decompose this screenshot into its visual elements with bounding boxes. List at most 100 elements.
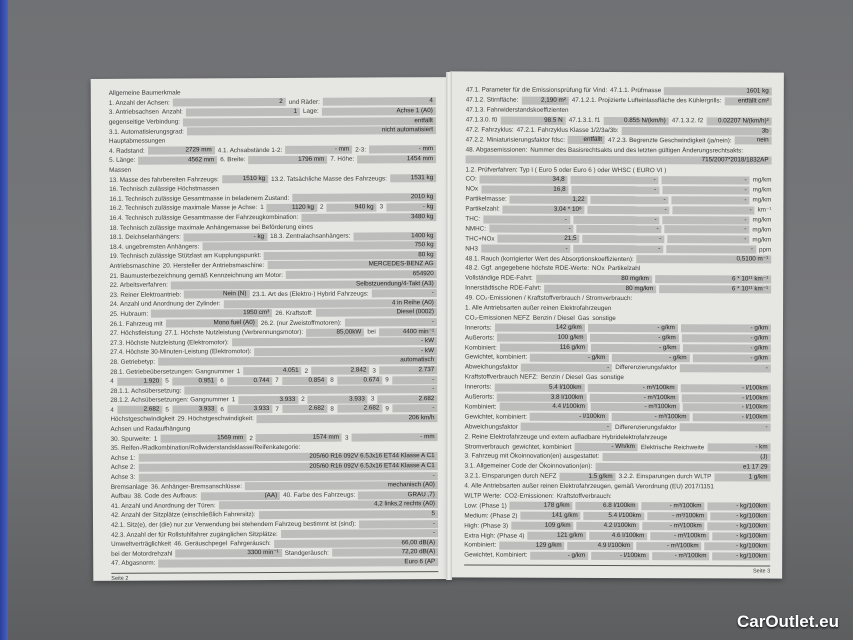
field-label: mg/km bbox=[752, 236, 772, 244]
field-label: 3.2.2. Einsparungen durch WLTP bbox=[618, 473, 712, 481]
field-label: 16.4. Technisch zulässige Gesamtmasse de… bbox=[109, 213, 299, 222]
field-label: 3.1. Automatisierungsgrad: bbox=[108, 128, 184, 136]
field-value: - bbox=[573, 245, 664, 254]
right-page-rows: 47.1. Parameter für die Emissionsprüfung… bbox=[464, 85, 772, 561]
field-value: 750 kg bbox=[202, 241, 437, 251]
field-value: - bbox=[662, 186, 750, 195]
field-value: 206 km/h bbox=[256, 414, 438, 424]
field-label: 47.1.3.0. f0 bbox=[465, 116, 498, 124]
field-value: entfällt bbox=[182, 116, 436, 127]
field-label: 18.1. Deichselanhängers: bbox=[109, 233, 181, 242]
field-label: 7 bbox=[275, 405, 279, 413]
field-value: (AA) bbox=[200, 491, 281, 501]
field-value: - kg/100km bbox=[707, 522, 771, 531]
field-label: 47.2.1. Fahrzyklus Klasse 1/2/3a/3b: bbox=[516, 126, 619, 135]
field-value: 4.9 l/100km bbox=[567, 541, 634, 550]
field-label: CO₂-Emissionen NEFZ bbox=[465, 314, 530, 322]
field-value: 4.4 l/100km bbox=[499, 403, 588, 412]
field-value: 1120 kg bbox=[266, 203, 318, 212]
field-label: Kraftstoffverbrauch NEFZ: bbox=[464, 373, 538, 381]
field-value: 21,5 bbox=[497, 234, 580, 244]
field-value: 1531 kg bbox=[389, 174, 437, 183]
field-value: - bbox=[661, 176, 750, 185]
field-value: 1400 kg bbox=[353, 231, 437, 241]
field-value: 0.855 N/(km/h) bbox=[603, 116, 669, 125]
field-label: 2 bbox=[304, 367, 309, 375]
field-value: - m³/100km bbox=[589, 393, 679, 402]
field-label: 19. Technisch zulässige Stützlast am Kup… bbox=[109, 252, 262, 261]
field-value: - bbox=[371, 289, 437, 298]
field-value: 1796 mm bbox=[248, 155, 328, 165]
field-value: - l/100km bbox=[529, 413, 609, 422]
field-value: 2729 mm bbox=[147, 146, 215, 155]
field-value: 109 g/km bbox=[511, 521, 574, 530]
field-label: Partikelzahl bbox=[607, 265, 641, 273]
field-label: 8 bbox=[330, 405, 334, 413]
field-label: Gewichtet, kombiniert: bbox=[464, 413, 527, 421]
field-value: e1 17 29 bbox=[595, 462, 771, 472]
field-value: 6 * 10¹¹ km⁻¹ bbox=[654, 274, 772, 284]
field-value: 4562 mm bbox=[138, 156, 218, 165]
field-label: NH3 bbox=[465, 245, 478, 253]
field-value: 4.2 l/100km bbox=[576, 521, 640, 531]
field-label: 1 bbox=[236, 367, 241, 375]
field-value: - bbox=[488, 224, 574, 234]
field-value: Diesel (0002) bbox=[315, 308, 437, 318]
field-value: 1569 mm bbox=[160, 434, 247, 443]
field-label: 16. Technisch zulässige Höchstmassen bbox=[109, 185, 220, 194]
field-value: 3480 kg bbox=[301, 212, 437, 222]
field-label: Benzin / Diesel bbox=[540, 374, 583, 382]
field-label: 41. Anzahl und Anordnung der Türen: bbox=[110, 502, 216, 510]
field-value: 4 bbox=[322, 97, 436, 107]
field-value: 4400 min⁻¹ bbox=[378, 327, 438, 337]
field-label: Nummer des Basisrechtsakts und des letzt… bbox=[530, 146, 744, 155]
field-label: 47.2. Fahrzyklus: bbox=[465, 126, 514, 134]
field-value: - g/km bbox=[530, 551, 589, 560]
field-label: Kombiniert: bbox=[464, 344, 497, 352]
field-label: 1.2. Prüfverfahren: Typ I ( Euro 5 oder … bbox=[465, 166, 667, 174]
field-label: Allgemeine Baumerkmale bbox=[108, 89, 181, 98]
field-value: MERCEDES-BENZ AG bbox=[267, 260, 437, 270]
field-label: 3 bbox=[344, 434, 349, 442]
field-value: (J) bbox=[602, 452, 771, 462]
field-label: 26.1. Fahrzeug mit bbox=[109, 320, 163, 328]
field-value: - bbox=[184, 385, 438, 395]
field-value: 1.920 bbox=[116, 377, 163, 386]
field-value: 98.5 N bbox=[500, 116, 566, 125]
field-value: 3.933 bbox=[238, 395, 299, 404]
field-label: Kraftstoffverbrauch: bbox=[556, 492, 612, 500]
field-label: 30. Spurweite: bbox=[110, 435, 151, 443]
field-value: - m³/100km bbox=[587, 383, 678, 392]
field-label: 27.4. Höchste 30-Minuten-Leistung (Elekt… bbox=[110, 348, 252, 357]
field-value: nicht automatisiert bbox=[186, 126, 436, 136]
field-value: - m³/100km bbox=[650, 532, 709, 541]
field-label: 38. Code des Aufbaus: bbox=[133, 492, 198, 500]
field-label: mg/km bbox=[752, 196, 772, 204]
field-label: THC: bbox=[465, 215, 481, 223]
field-label: mg/km bbox=[752, 176, 772, 184]
field-value: - g/km bbox=[692, 354, 771, 363]
field-label: 28.1.1. Achsübersetzung: bbox=[110, 387, 182, 395]
field-value: - kg/100km bbox=[712, 552, 771, 561]
field-label: 48.2. Ggf. angegebene höchste RDE-Werte: bbox=[465, 264, 590, 273]
field-label: Partikelzahl: bbox=[465, 205, 500, 213]
field-value: 80 mg/km bbox=[544, 284, 657, 293]
field-label: 25. Hubraum: bbox=[109, 310, 149, 318]
field-value: - m³/100km bbox=[641, 502, 705, 511]
field-value: automatisch bbox=[157, 356, 438, 367]
field-label: mg/km bbox=[752, 216, 772, 224]
field-label: ppm bbox=[759, 246, 772, 254]
field-value: 3.933 bbox=[226, 405, 273, 414]
field-label: NMHC: bbox=[465, 225, 486, 233]
field-value: - g/km bbox=[611, 353, 690, 363]
field-label: 3.1. Allgemeiner Code der Ökoinnovation(… bbox=[464, 462, 593, 471]
field-label: 18.3. Zentralachsanhängers: bbox=[270, 232, 351, 241]
field-value: - g/km bbox=[680, 324, 771, 333]
field-value: 715/2007*2018/1832AP bbox=[465, 155, 772, 165]
field-label: 47.1. Parameter für die Emissionsprüfung… bbox=[465, 86, 608, 95]
field-value: - l/100km bbox=[682, 403, 771, 412]
field-label: 47.1.3. Fahrwiderstandskoeffizienten bbox=[465, 106, 569, 115]
field-value: 3.933 bbox=[307, 395, 368, 404]
field-label: 3 bbox=[379, 203, 384, 211]
field-label: 1 bbox=[153, 435, 158, 443]
